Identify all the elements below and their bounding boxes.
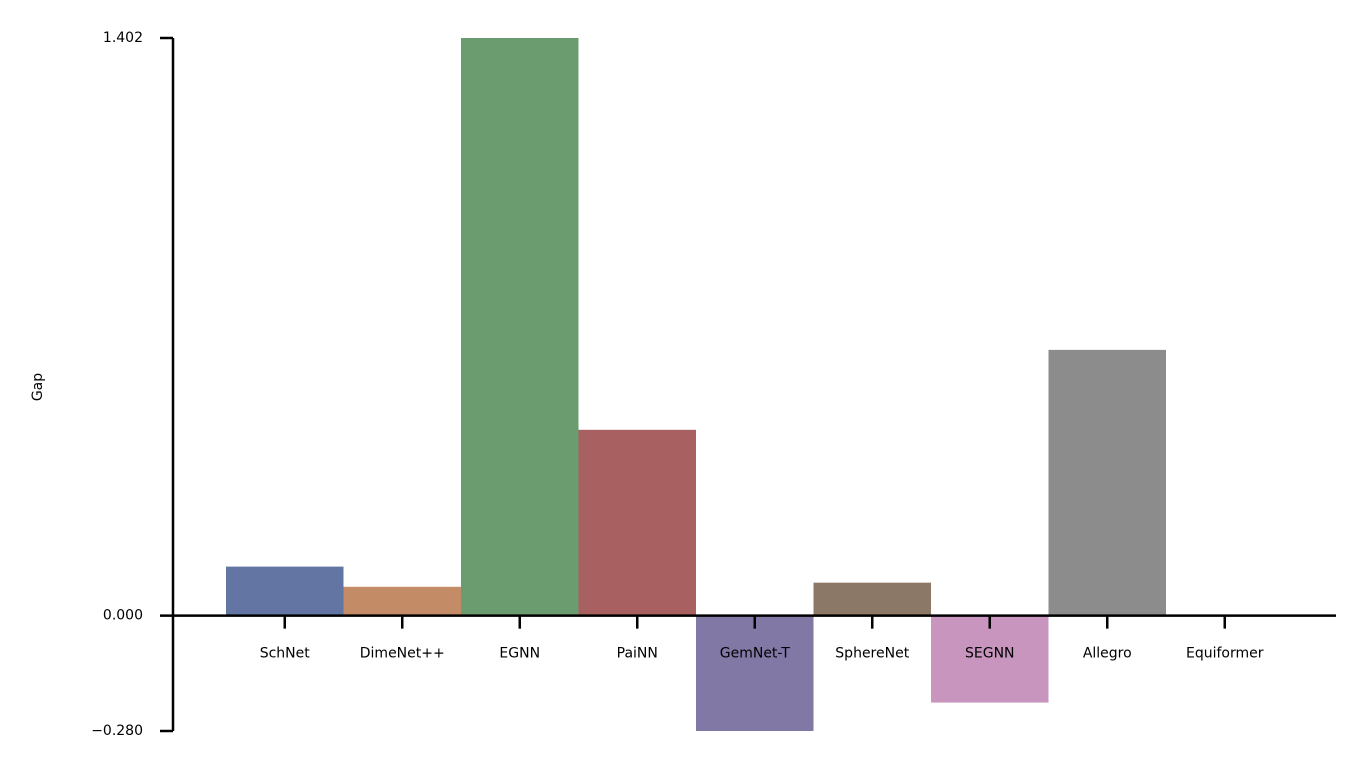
bar bbox=[931, 615, 1049, 703]
bar bbox=[226, 566, 344, 616]
bar bbox=[696, 615, 814, 731]
x-tick-label: SEGNN bbox=[965, 646, 1015, 662]
x-tick-label: GemNet-T bbox=[720, 646, 790, 662]
bar bbox=[813, 582, 931, 616]
y-tick-label: 1.402 bbox=[103, 30, 143, 46]
x-tick-label: PaiNN bbox=[617, 646, 658, 662]
bar bbox=[578, 429, 696, 616]
x-tick-label: EGNN bbox=[499, 646, 540, 662]
bar bbox=[1048, 349, 1166, 616]
x-tick-label: SchNet bbox=[260, 646, 311, 662]
y-axis-label: Gap bbox=[30, 373, 46, 401]
x-tick-label: Allegro bbox=[1083, 646, 1132, 662]
y-tick-label: −0.280 bbox=[91, 723, 143, 739]
x-tick-label: SphereNet bbox=[835, 646, 909, 662]
y-tick-label: 0.000 bbox=[103, 608, 143, 624]
x-tick-label: Equiformer bbox=[1186, 646, 1264, 662]
bar bbox=[343, 586, 461, 616]
x-tick-label: DimeNet++ bbox=[360, 646, 445, 662]
bar bbox=[461, 38, 579, 616]
